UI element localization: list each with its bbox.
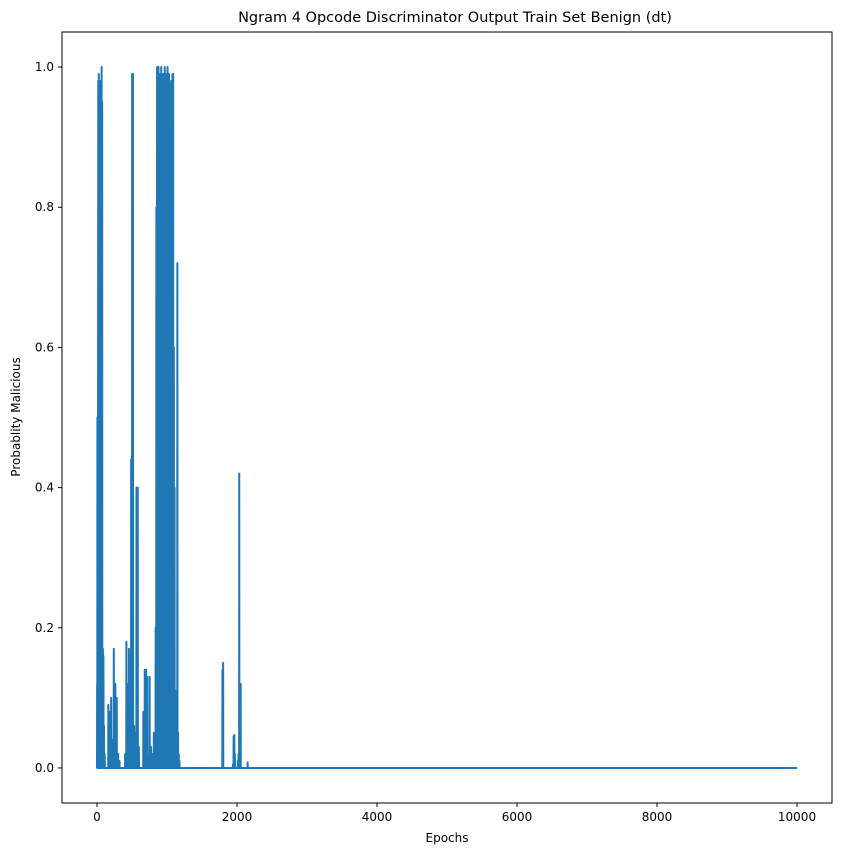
y-axis-label: Probablity Malicious	[9, 357, 23, 476]
series-line-0	[96, 66, 797, 769]
y-tick-label: 0.2	[35, 621, 54, 635]
y-tick-label: 1.0	[35, 60, 54, 74]
x-tick-label: 6000	[502, 810, 533, 824]
x-axis-label: Epochs	[426, 831, 469, 845]
y-tick-label: 0.0	[35, 761, 54, 775]
series-layer	[96, 66, 797, 769]
x-tick-label: 0	[93, 810, 101, 824]
y-tick-label: 0.4	[35, 481, 54, 495]
y-tick-label: 0.6	[35, 340, 54, 354]
x-tick-label: 2000	[222, 810, 253, 824]
x-tick-label: 4000	[362, 810, 393, 824]
y-axis-ticks: 0.0 0.2 0.4 0.6 0.8 1.0	[35, 60, 62, 775]
x-tick-label: 8000	[642, 810, 673, 824]
x-axis-ticks: 0 2000 4000 6000 8000 10000	[93, 803, 816, 824]
y-tick-label: 0.8	[35, 200, 54, 214]
plot-area-frame	[61, 31, 833, 804]
chart-title: Ngram 4 Opcode Discriminator Output Trai…	[238, 10, 672, 26]
x-tick-label: 10000	[778, 810, 816, 824]
